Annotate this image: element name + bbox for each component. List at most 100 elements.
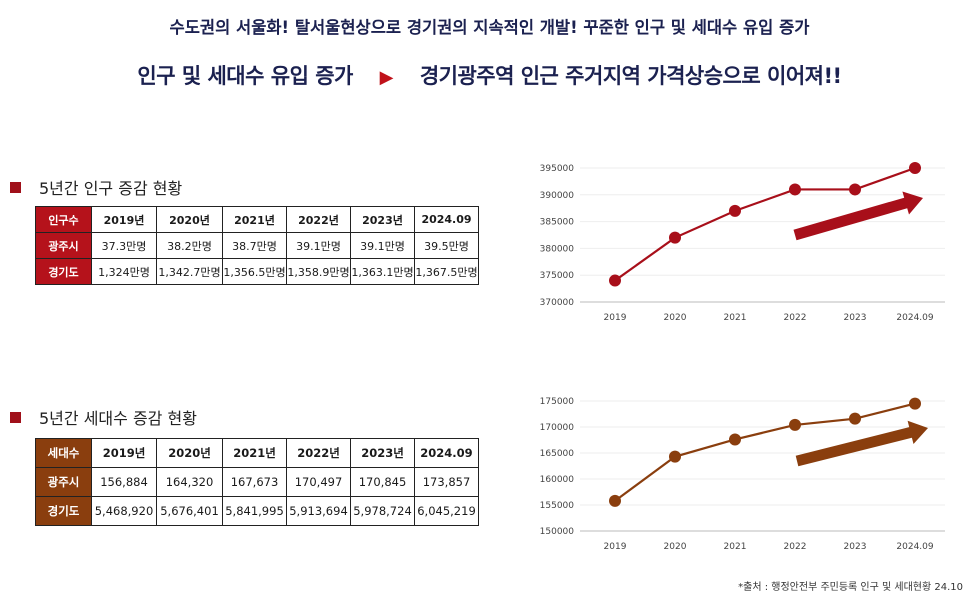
table-row-label: 광주시 — [35, 232, 92, 259]
source-note: *출처 : 행정안전부 주민등록 인구 및 세대현황 24.10 — [738, 582, 963, 593]
table-row-label: 경기도 — [35, 258, 92, 285]
table-cell: 39.1만명 — [350, 232, 415, 259]
table-row-label: 광주시 — [35, 467, 92, 497]
table-cell: 5,841,995 — [222, 496, 287, 526]
table-cell: 5,676,401 — [156, 496, 223, 526]
y-tick-label: 160000 — [540, 475, 575, 485]
x-tick-label: 2021 — [724, 313, 747, 323]
households-title-text: 5년간 세대수 증감 현황 — [39, 409, 197, 428]
headline-top: 수도권의 서울화! 탈서울현상으로 경기권의 지속적인 개발! 꾸준한 인구 및… — [169, 18, 810, 37]
table-cell: 38.2만명 — [156, 232, 223, 259]
table-cell: 5,913,694 — [286, 496, 351, 526]
table-cell: 167,673 — [222, 467, 287, 497]
households-section-title: 5년간 세대수 증감 현황 — [10, 405, 197, 429]
y-tick-label: 165000 — [540, 449, 575, 459]
table-cell: 170,845 — [350, 467, 415, 497]
data-point — [609, 274, 621, 287]
square-bullet-icon — [10, 412, 21, 423]
x-tick-label: 2019 — [604, 542, 627, 552]
table-cell: 6,045,219 — [414, 496, 479, 526]
x-tick-label: 2024.09 — [896, 542, 933, 552]
data-point — [729, 433, 741, 446]
y-tick-label: 385000 — [540, 218, 575, 228]
series-line — [614, 402, 916, 502]
households-chart-svg: 150000 155000 160000 165000 170000 175000 2019… — [540, 397, 945, 552]
table-cell: 39.1만명 — [286, 232, 351, 259]
headline-main-left: 인구 및 세대수 유입 증가 — [137, 64, 353, 88]
y-tick-label: 150000 — [540, 527, 575, 537]
table-header-cell: 2022년 — [286, 438, 351, 468]
trend-arrow-icon — [795, 420, 928, 467]
y-tick-label: 370000 — [540, 298, 575, 308]
headline-main: 인구 및 세대수 유입 증가 ▶ 경기광주역 인근 주거지역 가격상승으로 이어… — [0, 60, 979, 90]
table-cell: 173,857 — [414, 467, 479, 497]
table-header-cell: 2021년 — [222, 206, 287, 233]
table-header-row: 인구수 2019년 2020년 2021년 2022년 2023년 2024.0… — [35, 206, 479, 233]
y-tick-label: 380000 — [540, 244, 575, 254]
data-point — [789, 418, 801, 431]
table-header-cell: 2020년 — [156, 206, 223, 233]
data-point — [729, 204, 741, 217]
table-row: 경기도 5,468,920 5,676,401 5,841,995 5,913,… — [35, 496, 479, 526]
trend-arrow-icon — [793, 191, 923, 241]
table-row-label: 경기도 — [35, 496, 92, 526]
table-cell: 1,324만명 — [91, 258, 157, 285]
table-header-cell: 2023년 — [350, 438, 415, 468]
x-tick-label: 2024.09 — [896, 313, 933, 323]
table-row: 광주시 37.3만명 38.2만명 38.7만명 39.1만명 39.1만명 3… — [35, 232, 479, 259]
population-chart-svg: 370000 375000 380000 385000 390000 395000 2019… — [540, 162, 945, 323]
play-arrow-icon: ▶ — [379, 67, 394, 88]
table-header-cell: 2024.09 — [414, 438, 479, 468]
table-header-cell: 2023년 — [350, 206, 415, 233]
table-header-cell: 2021년 — [222, 438, 287, 468]
data-point — [849, 412, 861, 425]
data-point — [669, 231, 681, 244]
x-tick-label: 2023 — [844, 542, 867, 552]
table-header-cell: 2019년 — [91, 206, 157, 233]
table-cell: 164,320 — [156, 467, 223, 497]
table-header-row: 세대수 2019년 2020년 2021년 2022년 2023년 2024.0… — [35, 438, 479, 468]
series-line — [614, 166, 916, 282]
table-header-cell: 인구수 — [35, 206, 92, 233]
table-cell: 37.3만명 — [91, 232, 157, 259]
y-tick-label: 375000 — [540, 271, 575, 281]
headline-main-right: 경기광주역 인근 주거지역 가격상승으로 이어져!! — [419, 64, 842, 88]
table-cell: 5,468,920 — [91, 496, 157, 526]
x-tick-label: 2021 — [724, 542, 747, 552]
population-table: 인구수 2019년 2020년 2021년 2022년 2023년 2024.0… — [35, 206, 479, 285]
table-cell: 5,978,724 — [350, 496, 415, 526]
x-tick-label: 2019 — [604, 313, 627, 323]
data-point — [909, 397, 921, 410]
x-tick-label: 2022 — [784, 313, 807, 323]
table-cell: 1,358.9만명 — [286, 258, 351, 285]
population-title-text: 5년간 인구 증감 현황 — [39, 179, 183, 198]
x-tick-label: 2022 — [784, 542, 807, 552]
table-row: 경기도 1,324만명 1,342.7만명 1,356.5만명 1,358.9만… — [35, 258, 479, 285]
x-tick-label: 2020 — [664, 313, 687, 323]
y-tick-label: 390000 — [540, 191, 575, 201]
table-cell: 156,884 — [91, 467, 157, 497]
data-point — [909, 162, 921, 174]
table-cell: 38.7만명 — [222, 232, 287, 259]
y-tick-label: 155000 — [540, 501, 575, 511]
table-cell: 170,497 — [286, 467, 351, 497]
table-header-cell: 2022년 — [286, 206, 351, 233]
table-header-cell: 2020년 — [156, 438, 223, 468]
table-cell: 39.5만명 — [414, 232, 479, 259]
table-cell: 1,367.5만명 — [414, 258, 479, 285]
table-header-cell: 2019년 — [91, 438, 157, 468]
table-cell: 1,342.7만명 — [156, 258, 223, 285]
data-point — [849, 183, 861, 196]
y-tick-label: 395000 — [540, 164, 575, 174]
square-bullet-icon — [10, 182, 21, 193]
households-table: 세대수 2019년 2020년 2021년 2022년 2023년 2024.0… — [35, 438, 479, 526]
y-tick-label: 175000 — [540, 397, 575, 407]
x-tick-label: 2020 — [664, 542, 687, 552]
households-line-chart: 150000 155000 160000 165000 170000 175000 2019… — [520, 385, 979, 555]
population-line-chart: 370000 375000 380000 385000 390000 395000 2019… — [520, 150, 979, 330]
data-point — [789, 183, 801, 196]
table-header-cell: 2024.09 — [414, 206, 479, 233]
data-point — [609, 494, 621, 507]
table-cell: 1,363.1만명 — [350, 258, 415, 285]
table-cell: 1,356.5만명 — [222, 258, 287, 285]
